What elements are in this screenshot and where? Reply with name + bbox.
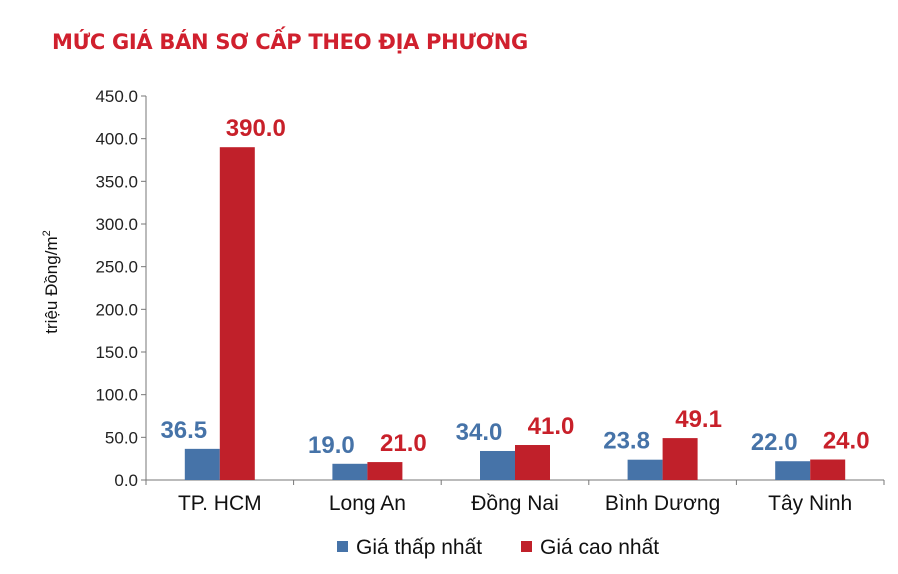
data-label: 36.5 [160, 417, 207, 444]
y-tick-label: 450.0 [95, 87, 138, 106]
y-tick-label: 150.0 [95, 343, 138, 362]
y-tick-label: 50.0 [105, 428, 138, 447]
x-tick-label: Long An [329, 492, 406, 515]
y-tick-label: 300.0 [95, 215, 138, 234]
bar [332, 463, 368, 480]
bar [480, 450, 515, 480]
y-tick-label: 100.0 [95, 386, 138, 405]
legend-label: Giá thấp nhất [356, 536, 482, 559]
legend-swatch [521, 541, 532, 552]
data-label: 23.8 [603, 428, 650, 455]
bar [219, 147, 255, 480]
legend-swatch [337, 541, 348, 552]
bar [184, 448, 220, 480]
data-label: 41.0 [528, 413, 575, 440]
data-label: 49.1 [675, 406, 722, 433]
y-tick-label: 250.0 [95, 258, 138, 277]
data-label: 22.0 [751, 429, 798, 456]
legend-label: Giá cao nhất [540, 536, 659, 559]
x-tick-label: Đồng Nai [471, 492, 559, 515]
chart-title: MỨC GIÁ BÁN SƠ CẤP THEO ĐỊA PHƯƠNG [52, 30, 528, 54]
bar [810, 459, 846, 480]
data-label: 24.0 [823, 428, 870, 455]
y-axis-label-superscript: 2 [41, 230, 53, 236]
y-tick-label: 350.0 [95, 172, 138, 191]
data-label: 34.0 [456, 419, 503, 446]
bar [775, 461, 811, 480]
y-tick-label: 200.0 [95, 300, 138, 319]
bar [515, 445, 550, 480]
x-tick-label: TP. HCM [178, 492, 262, 515]
data-label: 19.0 [308, 432, 355, 459]
data-label: 390.0 [226, 115, 286, 142]
y-axis-label-text: triệu Đồng/m [42, 236, 61, 333]
data-label: 21.0 [380, 430, 427, 457]
y-tick-label: 0.0 [114, 471, 138, 490]
bar [627, 459, 663, 480]
x-tick-label: Bình Dương [605, 492, 720, 515]
y-axis-label: triệu Đồng/m2 [41, 230, 61, 333]
y-tick-label: 400.0 [95, 130, 138, 149]
x-tick-label: Tây Ninh [768, 492, 852, 515]
bar [662, 438, 698, 480]
bar [367, 462, 403, 480]
